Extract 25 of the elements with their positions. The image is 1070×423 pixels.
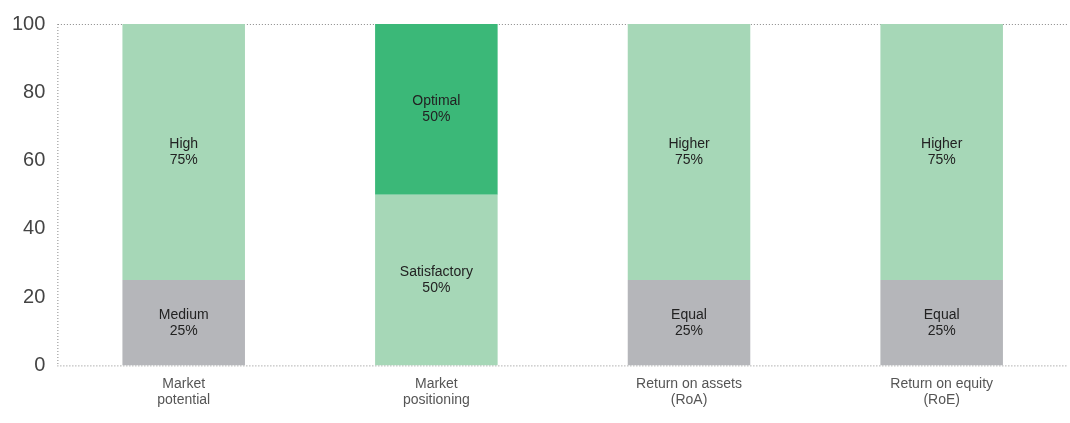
bar — [880, 24, 1003, 281]
bar — [122, 280, 245, 366]
data-label: Medium 25% — [158, 305, 209, 338]
data-label: Higher 75% — [668, 134, 710, 167]
data-label: Higher 75% — [921, 134, 963, 167]
bar — [375, 24, 498, 195]
bar — [880, 280, 1003, 366]
y-tick-label: 60 — [23, 148, 46, 171]
y-tick-label: 20 — [23, 284, 46, 307]
bar — [627, 280, 751, 366]
data-label: High 75% — [169, 134, 199, 167]
y-tick-label: 0 — [34, 352, 46, 375]
data-label: Equal 25% — [671, 305, 707, 338]
data-label: Equal 25% — [923, 305, 960, 338]
data-label: Optimal 50% — [412, 92, 461, 125]
y-tick-label: 80 — [23, 79, 46, 102]
x-tick-label: Market potential — [157, 374, 211, 408]
x-tick-label: Market positioning — [402, 374, 470, 408]
data-label: Satisfactory 50% — [399, 262, 473, 295]
bar — [627, 24, 751, 281]
y-tick-label: 100 — [11, 11, 46, 34]
bar — [122, 24, 245, 281]
x-tick-label: Return on assets (RoA) — [636, 374, 742, 408]
y-tick-label: 40 — [23, 216, 46, 239]
x-tick-label: Return on equity (RoE) — [890, 374, 994, 408]
